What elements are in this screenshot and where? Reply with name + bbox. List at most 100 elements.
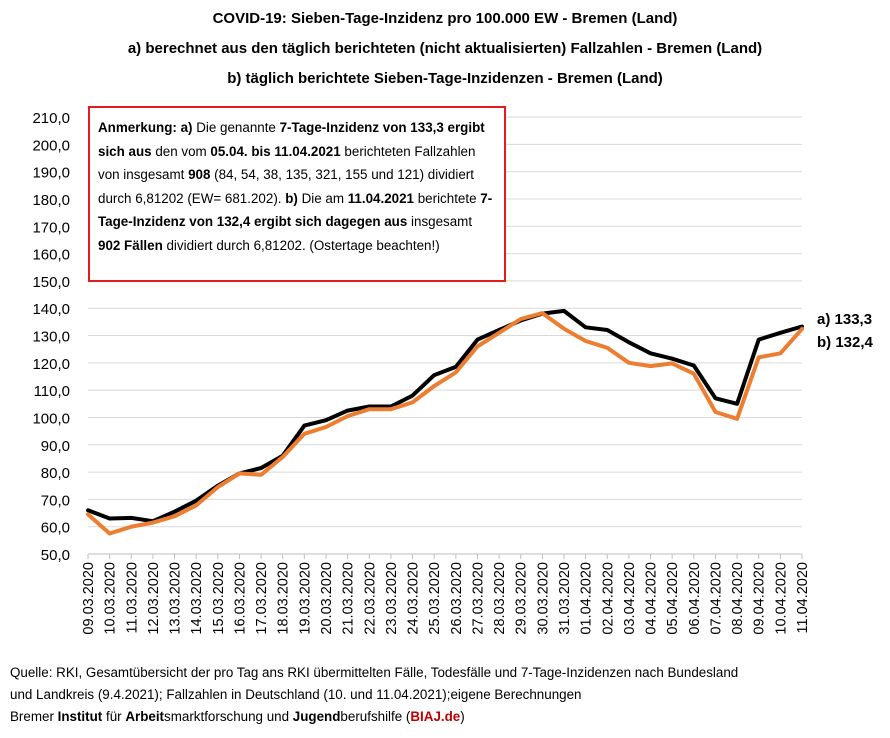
y-tick-label: 90,0 (41, 438, 70, 455)
note-part: 7-Tage-Inzidenz von 133,3 ergibt sich au… (98, 120, 485, 159)
data-point (758, 356, 760, 358)
data-point (260, 474, 262, 476)
data-point (693, 365, 695, 367)
data-point (758, 339, 760, 341)
x-tick-label: 09.03.2020 (81, 562, 97, 635)
y-tick-label: 170,0 (32, 219, 70, 236)
x-tick-label: 21.03.2020 (341, 562, 357, 635)
end-label-series-a: a) 133,3 (817, 311, 873, 328)
note-part: 908 (188, 167, 211, 182)
data-point (390, 406, 392, 408)
y-tick-label: 110,0 (34, 383, 70, 400)
source-line3: Bremer Institut für Arbeitsmarktforschun… (10, 706, 885, 728)
chart-title-line2: a) berechnet aus den täglich berichteten… (127, 40, 763, 57)
data-point (455, 371, 457, 373)
data-point (130, 526, 132, 528)
data-point (109, 533, 111, 535)
data-point (325, 419, 327, 421)
source-part: Institut (57, 709, 103, 724)
note-part: berichteten Fallzahlen von insgesamt (98, 143, 476, 183)
note-part: dividiert durch 6,81202. (Ostertage beac… (162, 237, 440, 253)
data-point (152, 522, 154, 524)
x-tick-label: 10.03.2020 (103, 562, 119, 635)
note-part: 11.04.2021 (347, 190, 414, 206)
data-point (628, 362, 630, 364)
data-point (303, 433, 305, 435)
note-part: b) (285, 190, 298, 206)
y-tick-label: 100,0 (32, 410, 70, 427)
data-point (109, 517, 111, 519)
data-point (801, 325, 803, 327)
x-tick-label: 22.03.2020 (362, 562, 378, 635)
source-part: für (102, 709, 126, 724)
source-part: Bremer (10, 709, 58, 724)
x-tick-label: 31.03.2020 (557, 562, 573, 635)
y-tick-label: 80,0 (41, 465, 70, 482)
annotation-box: Anmerkung: a) Die genannte 7-Tage-Inzide… (88, 106, 506, 282)
y-tick-label: 120,0 (32, 356, 70, 373)
chart-title-line3: b) täglich berichtete Sieben-Tage-Inzide… (227, 70, 663, 87)
y-tick-label: 60,0 (41, 520, 70, 537)
x-tick-label: 03.04.2020 (622, 562, 638, 635)
data-point (433, 385, 435, 387)
source-note: Quelle: RKI, Gesamtübersicht der pro Tag… (10, 662, 885, 728)
data-point (606, 347, 608, 349)
x-tick-label: 23.03.2020 (384, 562, 400, 635)
note-part: den vom (151, 143, 211, 159)
note-part: (84, 54, 38, 135, 321, 155 und 121) divi… (98, 167, 474, 206)
data-point (87, 509, 89, 511)
y-tick-label: 50,0 (41, 547, 70, 564)
source-line2: und Landkreis (9.4.2021); Fallzahlen in … (10, 687, 582, 702)
data-point (563, 310, 565, 312)
x-tick-label: 19.03.2020 (297, 562, 313, 635)
data-point (714, 397, 716, 399)
y-tick-label: 150,0 (32, 274, 70, 291)
note-part: 902 Fällen (98, 237, 163, 253)
data-point (195, 504, 197, 506)
note-part: Die genannte (192, 120, 280, 135)
source-part: ) (460, 709, 465, 724)
data-point (520, 318, 522, 320)
note-part: 7-Tage-Inzidenz von 132,4 ergibt sich da… (98, 190, 493, 230)
y-tick-label: 200,0 (32, 137, 70, 154)
x-tick-label: 11.03.2020 (124, 562, 140, 634)
x-tick-label: 13.03.2020 (168, 562, 184, 635)
x-tick-label: 12.03.2020 (146, 562, 162, 635)
source-part: Jugend (292, 709, 341, 724)
data-point (130, 517, 132, 519)
data-point (347, 410, 349, 412)
y-tick-label: 70,0 (41, 492, 70, 509)
x-tick-label: 10.04.2020 (773, 562, 789, 635)
x-tick-label: 14.03.2020 (189, 562, 205, 635)
x-tick-label: 02.04.2020 (600, 562, 616, 635)
y-tick-label: 160,0 (32, 247, 70, 264)
end-label-series-b: b) 132,4 (817, 334, 873, 351)
data-point (606, 329, 608, 331)
data-point (541, 312, 543, 314)
data-point (714, 411, 716, 413)
note-part: Anmerkung: a) (98, 120, 193, 135)
y-tick-label: 180,0 (32, 192, 70, 209)
data-point (87, 513, 89, 515)
data-point (476, 339, 478, 341)
data-point (628, 341, 630, 343)
data-point (476, 345, 478, 347)
data-point (174, 515, 176, 517)
data-point (650, 365, 652, 367)
data-point (390, 408, 392, 410)
data-point (671, 358, 673, 360)
y-tick-label: 210,0 (32, 110, 70, 127)
biaj-link[interactable]: BIAJ.de (410, 709, 461, 724)
data-point (282, 456, 284, 458)
x-tick-label: 30.03.2020 (535, 562, 551, 635)
data-point (174, 511, 176, 513)
source-part: berufshilfe ( (340, 709, 411, 724)
data-point (368, 406, 370, 408)
data-point (779, 352, 781, 354)
data-point (347, 415, 349, 417)
data-point (671, 362, 673, 364)
x-tick-label: 28.03.2020 (492, 562, 508, 635)
x-tick-label: 04.04.2020 (644, 562, 660, 635)
x-tick-label: 29.03.2020 (514, 562, 530, 635)
